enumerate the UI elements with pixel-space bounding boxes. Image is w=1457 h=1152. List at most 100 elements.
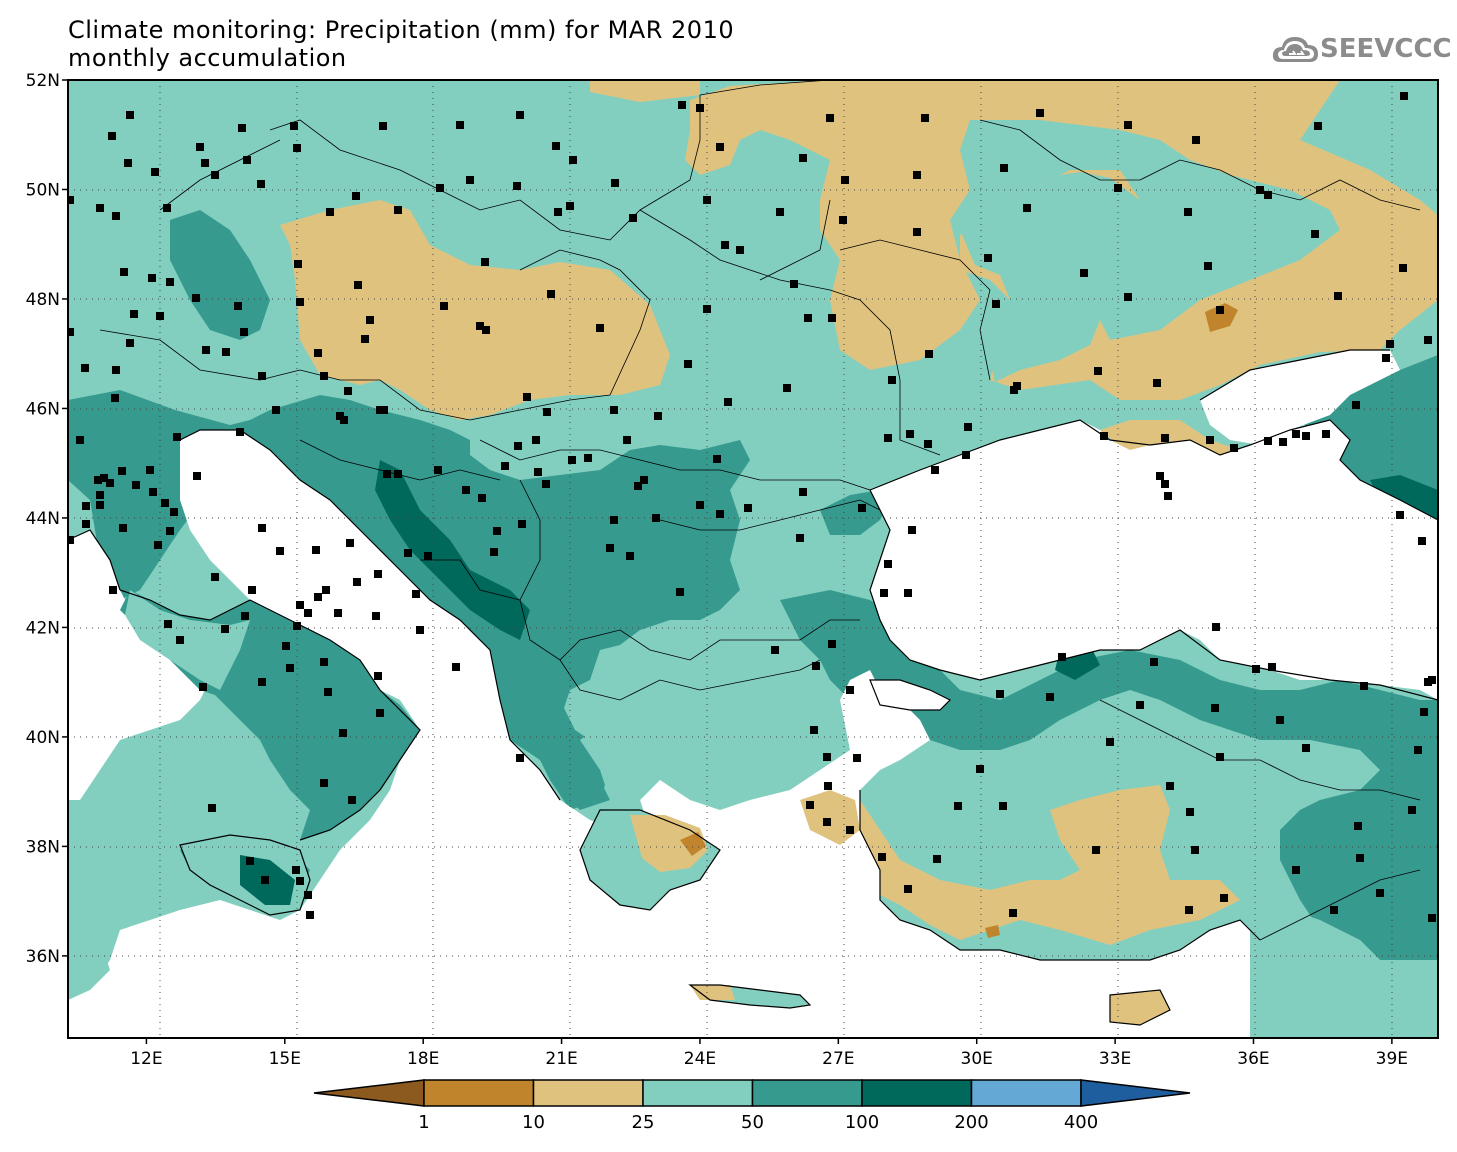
station-marker (476, 322, 484, 330)
station-marker (853, 754, 861, 762)
lat-tick-label: 46N (26, 399, 60, 419)
station-marker (221, 625, 229, 633)
station-marker (130, 310, 138, 318)
station-marker (1302, 744, 1310, 752)
station-marker (1330, 906, 1338, 914)
station-marker (361, 335, 369, 343)
station-marker (346, 539, 354, 547)
station-marker (542, 480, 550, 488)
station-marker (992, 300, 1000, 308)
station-marker (931, 466, 939, 474)
station-marker (1166, 782, 1174, 790)
station-marker (1386, 340, 1394, 348)
station-marker (1013, 382, 1021, 390)
station-marker (1230, 444, 1238, 452)
station-marker (1414, 746, 1422, 754)
station-marker (547, 290, 555, 298)
lon-tick-label: 21E (545, 1049, 577, 1069)
station-marker (94, 476, 102, 484)
station-marker (1136, 701, 1144, 709)
station-marker (846, 826, 854, 834)
logo-text: SEEVCCC (1320, 34, 1452, 64)
station-marker (516, 754, 524, 762)
lon-tick-label: 15E (269, 1049, 301, 1069)
station-marker (1334, 292, 1342, 300)
station-marker (416, 626, 424, 634)
station-marker (703, 196, 711, 204)
station-marker (208, 804, 216, 812)
station-marker (623, 436, 631, 444)
station-marker (1216, 306, 1224, 314)
station-marker (234, 302, 242, 310)
station-marker (1256, 186, 1264, 194)
station-marker (96, 501, 104, 509)
station-marker (799, 488, 807, 496)
station-marker (336, 412, 344, 420)
station-marker (1164, 492, 1172, 500)
station-marker (379, 122, 387, 130)
station-marker (1058, 653, 1066, 661)
station-marker (108, 132, 116, 140)
station-marker (1220, 894, 1228, 902)
station-marker (1046, 693, 1054, 701)
station-marker (654, 412, 662, 420)
station-marker (721, 241, 729, 249)
station-marker (120, 268, 128, 276)
lat-tick-label: 38N (26, 837, 60, 857)
station-marker (294, 260, 302, 268)
lon-tick-label: 24E (684, 1049, 716, 1069)
station-marker (241, 612, 249, 620)
station-marker (211, 171, 219, 179)
station-marker (676, 588, 684, 596)
lon-tick-label: 27E (822, 1049, 854, 1069)
station-marker (514, 442, 522, 450)
station-marker (1424, 678, 1432, 686)
station-marker (1400, 92, 1408, 100)
station-marker (68, 536, 74, 544)
station-marker (258, 372, 266, 380)
station-marker (324, 688, 332, 696)
station-marker (790, 280, 798, 288)
station-marker (518, 520, 526, 528)
station-marker (611, 179, 619, 187)
station-marker (904, 885, 912, 893)
station-marker (1161, 434, 1169, 442)
station-marker (1408, 806, 1416, 814)
station-marker (211, 573, 219, 581)
station-marker (1092, 846, 1100, 854)
station-marker (1023, 204, 1031, 212)
legend-label: 10 (522, 1112, 545, 1133)
station-marker (846, 686, 854, 694)
station-marker (322, 586, 330, 594)
legend-swatch (970, 1079, 1082, 1107)
lat-tick-label: 48N (26, 290, 60, 310)
longitude-axis: 12E 15E 18E 21E 24E 27E 30E 33E 36E 39E (130, 1038, 1408, 1069)
station-marker (1185, 906, 1193, 914)
station-marker (884, 434, 892, 442)
lat-tick-label: 52N (26, 71, 60, 91)
station-marker (383, 470, 391, 478)
lat-tick-label: 42N (26, 618, 60, 638)
legend-swatch (532, 1079, 644, 1107)
station-marker (839, 216, 847, 224)
station-marker (320, 658, 328, 666)
station-marker (678, 101, 686, 109)
station-marker (344, 387, 352, 395)
station-marker (100, 474, 108, 482)
station-marker (424, 552, 432, 560)
station-marker (462, 486, 470, 494)
station-marker (810, 726, 818, 734)
station-marker (1424, 336, 1432, 344)
station-marker (163, 204, 171, 212)
station-marker (1264, 191, 1272, 199)
station-marker (146, 466, 154, 474)
station-marker (76, 436, 84, 444)
station-marker (924, 440, 932, 448)
station-marker (1191, 846, 1199, 854)
station-marker (996, 690, 1004, 698)
color-legend: 1 10 25 50 100 200 400 (313, 1079, 1191, 1133)
station-marker (1211, 704, 1219, 712)
station-marker (436, 184, 444, 192)
station-marker (96, 204, 104, 212)
